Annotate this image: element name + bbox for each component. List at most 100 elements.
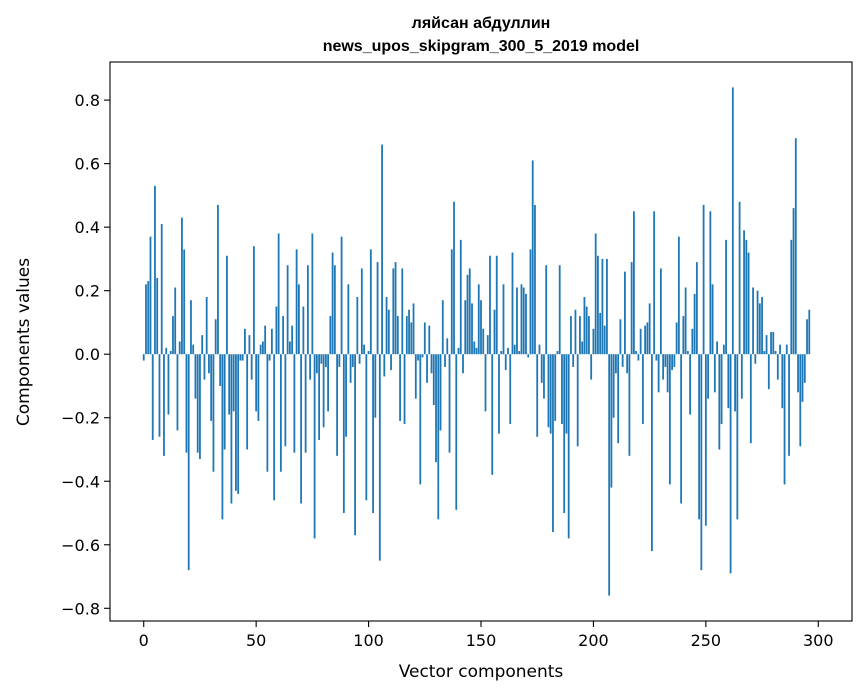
bar-3 xyxy=(149,236,152,355)
bar-263 xyxy=(734,354,736,412)
bar-51 xyxy=(257,354,260,421)
bar-88 xyxy=(340,236,343,355)
bar-95 xyxy=(356,297,359,355)
bar-82 xyxy=(327,354,329,412)
bar-91 xyxy=(347,284,350,355)
bar-52 xyxy=(259,344,262,355)
bar-107 xyxy=(383,354,386,377)
bar-90 xyxy=(345,354,347,437)
bar-242 xyxy=(686,351,689,355)
bar-193 xyxy=(576,354,579,447)
bar-132 xyxy=(439,354,442,431)
bar-236 xyxy=(673,354,676,367)
y-axis-ticks: −0.8 −0.6 −0.4 −0.2 0.0 0.2 0.4 0.6 0.8 xyxy=(61,91,110,618)
bar-270 xyxy=(749,354,752,444)
x-tick-label: 50 xyxy=(246,631,266,650)
bar-224 xyxy=(646,322,649,355)
bar-16 xyxy=(178,341,181,355)
bar-89 xyxy=(342,354,345,514)
bar-212 xyxy=(619,319,622,355)
y-tick-label: −0.2 xyxy=(61,409,100,428)
bar-65 xyxy=(288,341,291,355)
bar-228 xyxy=(655,354,658,361)
bar-180 xyxy=(547,354,550,428)
bar-85 xyxy=(333,265,336,355)
x-tick-label: 0 xyxy=(139,631,149,650)
bar-102 xyxy=(372,354,374,514)
bar-167 xyxy=(518,351,521,355)
bar-98 xyxy=(363,344,365,355)
bar-265 xyxy=(738,201,741,355)
bar-284 xyxy=(781,354,784,409)
bar-27 xyxy=(203,354,206,380)
bar-261 xyxy=(729,354,732,574)
bar-144 xyxy=(466,274,469,355)
bar-295 xyxy=(806,319,808,355)
bar-251 xyxy=(707,354,709,399)
bar-39 xyxy=(230,354,233,504)
bar-113 xyxy=(396,316,399,355)
bar-209 xyxy=(612,354,615,418)
bar-77 xyxy=(315,354,318,374)
bar-285 xyxy=(783,354,786,485)
bar-152 xyxy=(484,354,487,412)
chart-title-line-1: ляйсан абдуллин xyxy=(412,15,551,32)
x-tick-label: 100 xyxy=(353,631,384,650)
bar-176 xyxy=(538,344,541,355)
bar-238 xyxy=(677,236,680,355)
bar-187 xyxy=(563,354,566,514)
bar-273 xyxy=(756,290,759,355)
bar-182 xyxy=(552,354,554,533)
bar-139 xyxy=(455,354,458,510)
bar-175 xyxy=(536,354,539,437)
bar-119 xyxy=(410,322,413,355)
bar-162 xyxy=(507,347,509,355)
bar-294 xyxy=(803,354,806,383)
bar-233 xyxy=(666,354,669,393)
bar-73 xyxy=(306,265,309,355)
bar-241 xyxy=(684,287,687,355)
bar-216 xyxy=(628,354,631,456)
bar-36 xyxy=(223,354,226,450)
bar-147 xyxy=(473,341,476,355)
bar-123 xyxy=(419,354,422,485)
bar-38 xyxy=(228,354,231,415)
bar-9 xyxy=(163,354,165,456)
y-tick-label: 0.8 xyxy=(75,91,100,110)
bar-183 xyxy=(554,354,557,421)
bar-192 xyxy=(574,309,577,355)
bar-293 xyxy=(801,354,804,402)
bar-223 xyxy=(644,325,647,355)
bar-215 xyxy=(626,354,629,374)
bar-99 xyxy=(365,354,368,501)
bar-267 xyxy=(743,230,745,355)
bar-93 xyxy=(351,354,354,367)
bar-264 xyxy=(736,354,739,520)
bar-245 xyxy=(693,293,696,355)
bar-75 xyxy=(311,233,314,355)
bar-67 xyxy=(293,354,296,453)
bar-96 xyxy=(358,354,361,364)
bar-145 xyxy=(468,268,471,355)
bar-71 xyxy=(302,306,305,355)
bar-58 xyxy=(273,354,276,501)
bar-19 xyxy=(185,354,188,453)
bar-63 xyxy=(284,354,287,447)
bar-23 xyxy=(194,354,197,399)
y-tick-label: −0.8 xyxy=(61,599,100,618)
bar-160 xyxy=(502,284,505,355)
bar-81 xyxy=(324,354,327,367)
bar-173 xyxy=(531,160,534,355)
bar-246 xyxy=(695,262,698,355)
bar-14 xyxy=(174,287,177,355)
y-axis-label: Components values xyxy=(14,258,34,426)
bar-159 xyxy=(500,351,503,355)
bar-8 xyxy=(160,223,163,355)
bar-217 xyxy=(630,262,633,355)
bar-240 xyxy=(682,316,685,355)
y-tick-label: −0.4 xyxy=(61,472,100,491)
y-tick-label: 0.6 xyxy=(75,155,100,174)
bar-157 xyxy=(495,255,498,355)
bar-24 xyxy=(196,354,199,453)
bar-154 xyxy=(489,255,491,355)
